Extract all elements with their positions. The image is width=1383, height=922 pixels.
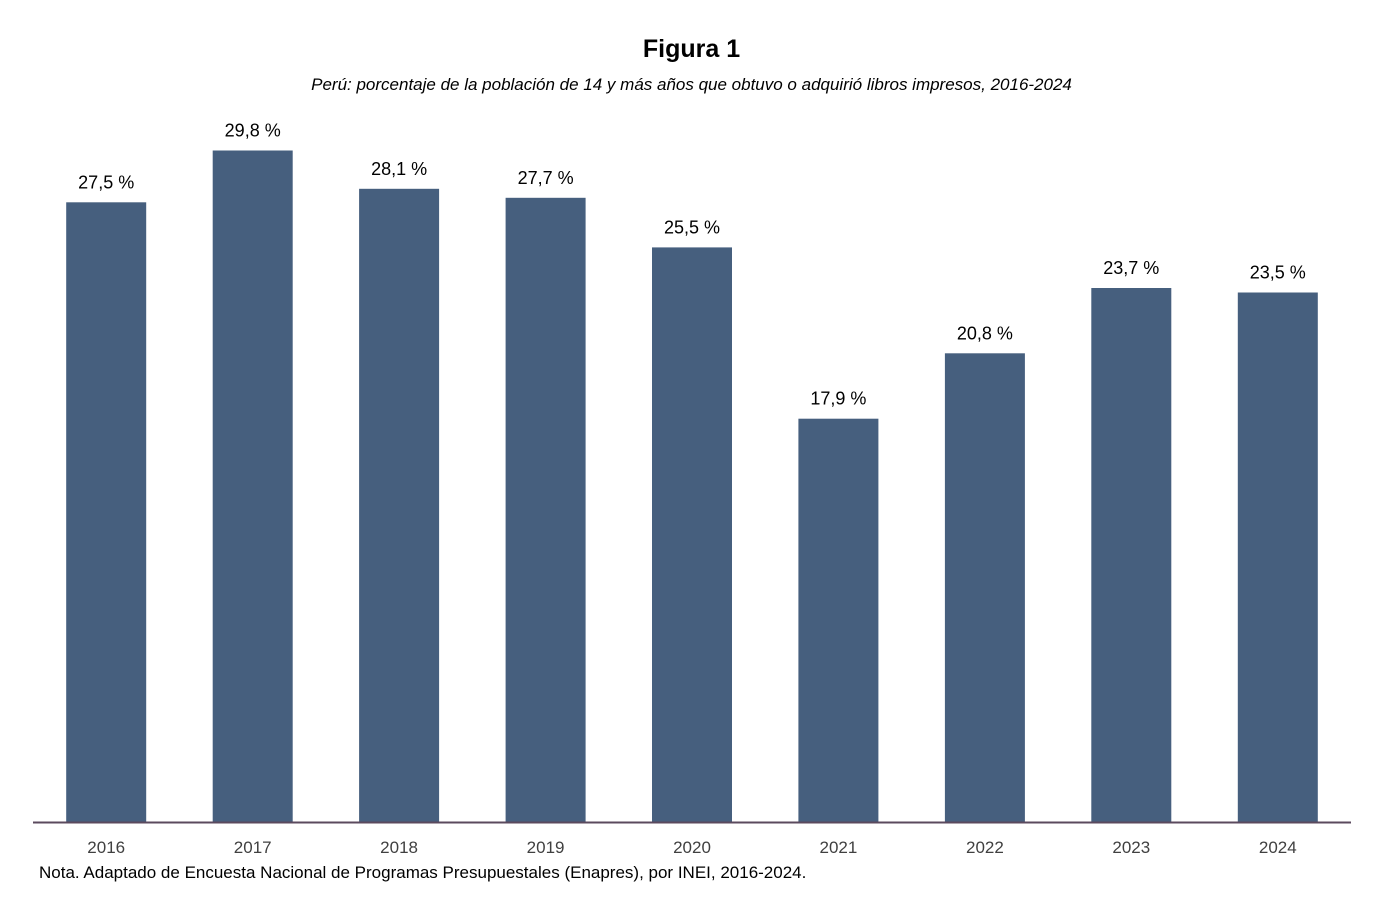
bar-2021 xyxy=(798,418,879,822)
data-label-2019: 27,7 % xyxy=(518,168,574,188)
x-tick-label-2019: 2019 xyxy=(527,838,565,857)
bar-2017 xyxy=(212,150,293,822)
x-tick-label-2016: 2016 xyxy=(87,838,125,857)
data-label-2021: 17,9 % xyxy=(810,389,866,409)
x-tick-label-2017: 2017 xyxy=(234,838,272,857)
data-label-2018: 28,1 % xyxy=(371,159,427,179)
x-tick-label-2020: 2020 xyxy=(673,838,711,857)
x-tick-label-2021: 2021 xyxy=(819,838,857,857)
data-label-2016: 27,5 % xyxy=(78,172,134,192)
figure-subtitle: Perú: porcentaje de la población de 14 y… xyxy=(311,75,1072,94)
figure-title: Figura 1 xyxy=(642,35,741,63)
bar-2016 xyxy=(66,202,147,823)
bar-2023 xyxy=(1091,288,1172,822)
bar-2019 xyxy=(505,197,586,823)
data-label-2024: 23,5 % xyxy=(1250,263,1306,283)
x-tick-label-2018: 2018 xyxy=(380,838,418,857)
x-tick-label-2022: 2022 xyxy=(966,838,1004,857)
data-label-2017: 29,8 % xyxy=(225,121,281,141)
x-tick-label-2023: 2023 xyxy=(1112,838,1150,857)
bar-2018 xyxy=(359,188,440,823)
source-note: Nota. Adaptado de Encuesta Nacional de P… xyxy=(39,863,807,882)
bar-2024 xyxy=(1237,292,1318,822)
bar-2022 xyxy=(944,353,1025,822)
bar-2020 xyxy=(652,247,732,822)
x-tick-label-2024: 2024 xyxy=(1259,838,1297,857)
data-label-2023: 23,7 % xyxy=(1103,258,1159,278)
data-label-2020: 25,5 % xyxy=(664,217,720,237)
data-label-2022: 20,8 % xyxy=(957,323,1013,343)
